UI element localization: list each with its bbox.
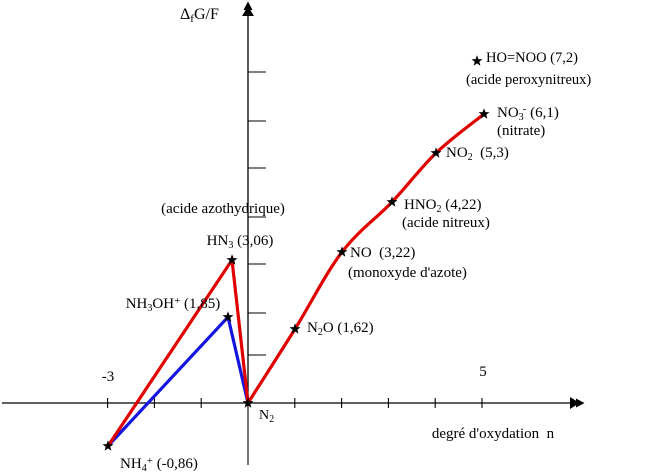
svg-text:-3: -3	[102, 369, 115, 385]
svg-text:(monoxyde d'azote): (monoxyde d'azote)	[348, 265, 467, 281]
svg-text:HN3 (3,06): HN3 (3,06)	[207, 233, 274, 251]
svg-text:degré d'oxydation n: degré d'oxydation n	[432, 426, 555, 442]
svg-text:NO3- (6,1): NO3- (6,1)	[497, 103, 559, 123]
svg-text:HO=NOO (7,2): HO=NOO (7,2)	[486, 50, 578, 66]
svg-text:(nitrate): (nitrate)	[497, 123, 545, 139]
svg-text:NO2 (5,3): NO2 (5,3)	[446, 145, 509, 163]
svg-text:(acide azothydrique): (acide azothydrique)	[161, 201, 285, 217]
svg-text:NH4+ (-0,86): NH4+ (-0,86)	[120, 455, 198, 474]
svg-text:HNO2 (4,22): HNO2 (4,22)	[404, 197, 482, 215]
svg-text:(acide peroxynitreux): (acide peroxynitreux)	[466, 72, 591, 88]
svg-text:NO (3,22): NO (3,22)	[350, 245, 415, 261]
svg-text:ΔfG/F: ΔfG/F	[180, 6, 219, 25]
svg-text:N2O (1,62): N2O (1,62)	[307, 320, 374, 338]
svg-text:5: 5	[479, 364, 487, 380]
svg-text:NH3OH+ (1,85): NH3OH+ (1,85)	[126, 295, 221, 314]
svg-text:(acide nitreux): (acide nitreux)	[402, 215, 490, 231]
